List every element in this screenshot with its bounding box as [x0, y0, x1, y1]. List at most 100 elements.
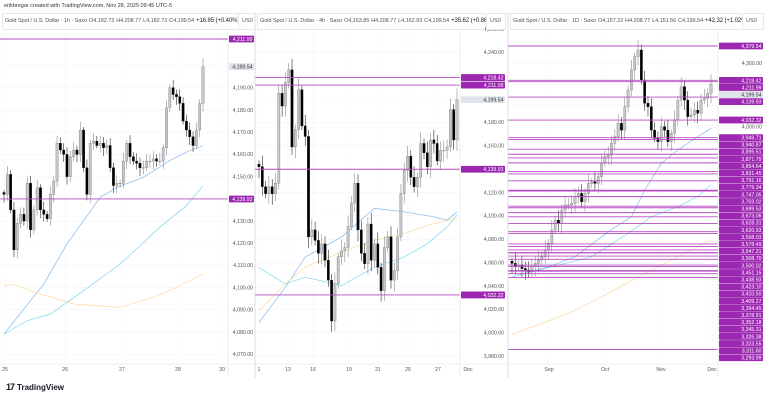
candle-bearish	[171, 79, 175, 100]
label-text: 3,323.55	[741, 341, 761, 347]
label-text: 3,871.79	[741, 157, 761, 163]
candle-body	[640, 49, 643, 81]
candle-body	[29, 183, 32, 231]
candle-body	[432, 139, 436, 144]
candle-body	[69, 156, 72, 177]
label-background	[229, 63, 254, 71]
candle-body	[586, 183, 590, 194]
time-tick-label: 25	[2, 367, 8, 373]
candle-body	[303, 125, 307, 137]
label-text: 3,378.91	[741, 313, 761, 319]
candle-body	[596, 176, 600, 184]
level-price-label: 3,628.31	[719, 219, 763, 227]
candle-body	[138, 163, 142, 168]
level-price-label: 3,409.27	[719, 297, 763, 305]
candle-bearish	[39, 184, 42, 219]
chart-panel-1: 4,190.00 4,180.00 4,170.00 4,160.00 4,150.00…	[0, 21, 255, 376]
label-text: 4,211.99	[484, 83, 504, 89]
label-background	[719, 155, 763, 163]
candle-body	[75, 149, 79, 155]
label-background	[719, 311, 763, 319]
tradingview-footer[interactable]: 17 TradingView	[6, 382, 64, 392]
candle-body	[663, 126, 666, 131]
candle-body	[15, 223, 19, 251]
currency-button[interactable]: USD	[238, 13, 255, 30]
candle-body	[613, 136, 617, 144]
candle-bearish	[369, 213, 373, 272]
candle-body	[540, 256, 544, 261]
label-text: 4,211.99	[233, 37, 253, 43]
level-price-label: 3,547.21	[719, 247, 763, 255]
label-text: 4,139.93	[232, 197, 252, 203]
candle-body	[141, 167, 145, 169]
moving-average-line-1	[511, 128, 712, 278]
candle-body	[616, 123, 620, 137]
level-price-label: 3,895.51	[719, 148, 763, 156]
label-background	[719, 283, 763, 291]
label-text: 3,438.93	[741, 278, 761, 284]
candle-bearish	[666, 120, 670, 147]
candle-body	[583, 193, 587, 202]
candle-bullish	[293, 124, 297, 159]
time-tick-label: Oct	[601, 367, 610, 373]
candle-bullish	[600, 153, 603, 186]
candle-bullish	[373, 238, 376, 267]
candle-body	[646, 103, 650, 107]
currency-button[interactable]: USD	[486, 13, 506, 30]
price-tick-label: 4,060.00	[484, 260, 504, 266]
label-text: 4,139.93	[483, 167, 503, 173]
candle-bullish	[689, 107, 693, 121]
level-price-label: 3,747.05	[719, 191, 763, 198]
symbol-title[interactable]: Gold Spot / U.S. Dollar · 4h · Saxo	[260, 18, 342, 24]
symbol-title[interactable]: Gold Spot / U.S. Dollar · 1h · Saxo	[5, 18, 87, 24]
candle-bearish	[422, 138, 426, 160]
label-text: 3,699.53	[741, 207, 761, 213]
level-price-label: 3,410.50	[719, 290, 763, 298]
candle-bullish	[310, 219, 314, 246]
candle-bearish	[108, 138, 112, 172]
candle-bearish	[280, 84, 284, 117]
candle-body	[567, 204, 570, 206]
candle-bullish	[530, 258, 534, 278]
currency-button[interactable]: USD	[742, 13, 764, 30]
candle-bullish	[445, 139, 449, 160]
candle-body	[606, 154, 610, 157]
moving-average-line-3	[258, 218, 458, 311]
ohlc-high: H4,208.77	[625, 18, 651, 24]
candle-body	[185, 120, 188, 131]
symbol-title[interactable]: Gold Spot / U.S. Dollar · 1D · Saxo	[513, 18, 596, 24]
price-tick-label: 4,180.00	[233, 108, 253, 114]
candle-body	[550, 229, 554, 244]
candle-bullish	[699, 93, 703, 122]
label-background	[719, 233, 763, 241]
candle-body	[419, 143, 423, 178]
level-price-label: 4,218.42	[461, 74, 505, 81]
candle-bullish	[706, 88, 709, 108]
level-price-label: 3,500.02	[719, 262, 763, 269]
label-background	[719, 191, 763, 198]
candle-body	[148, 160, 152, 162]
candle-body	[300, 89, 304, 127]
candle-bullish	[35, 179, 39, 216]
candle-body	[155, 158, 158, 162]
label-text: 3,423.10	[741, 285, 761, 291]
candle-body	[55, 143, 59, 182]
candle-bullish	[396, 227, 399, 280]
candle-body	[399, 193, 403, 238]
candle-body	[25, 183, 29, 222]
candle-body	[330, 279, 333, 322]
label-background	[719, 333, 763, 340]
candle-bearish	[29, 175, 32, 238]
candle-body	[267, 186, 271, 194]
candle-bearish	[646, 96, 650, 117]
candle-bearish	[452, 104, 456, 150]
candle-body	[125, 143, 129, 162]
plot-area	[255, 31, 460, 364]
level-price-label: 3,293.99	[719, 354, 763, 362]
candle-bearish	[95, 135, 99, 149]
candle-bullish	[616, 114, 620, 142]
candle-body	[158, 160, 162, 162]
label-text: 3,779.34	[741, 185, 761, 191]
label-text: 4,199.54	[483, 98, 503, 104]
